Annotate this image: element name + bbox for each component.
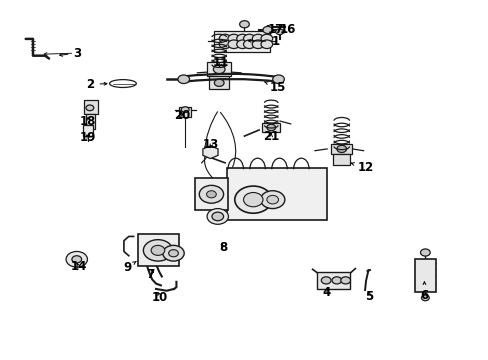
Circle shape [243,193,263,207]
Circle shape [236,34,248,43]
Circle shape [236,40,248,49]
Circle shape [219,40,230,49]
Circle shape [199,185,223,203]
Circle shape [214,79,224,86]
Circle shape [261,34,272,43]
Bar [214,31,270,52]
Text: 15: 15 [264,81,285,94]
Circle shape [143,240,172,261]
Text: 12: 12 [351,161,373,174]
Circle shape [163,246,184,261]
Bar [84,100,98,114]
Text: 18: 18 [80,114,96,127]
Bar [86,114,95,129]
Text: 2: 2 [86,78,107,91]
Circle shape [72,256,81,263]
Circle shape [266,195,278,204]
Circle shape [168,249,178,257]
Circle shape [252,34,264,43]
Circle shape [206,208,228,224]
Circle shape [234,186,271,213]
Circle shape [219,34,230,43]
Circle shape [260,191,285,208]
Circle shape [272,75,284,84]
Text: 8: 8 [219,241,227,255]
Bar [262,123,280,132]
Text: 3: 3 [60,47,81,60]
Circle shape [211,212,223,221]
Circle shape [331,277,341,284]
Text: 14: 14 [70,260,87,273]
Text: 11: 11 [212,56,229,69]
Circle shape [181,107,189,112]
Circle shape [239,21,249,28]
Circle shape [178,75,189,84]
Circle shape [420,249,429,256]
Bar [227,168,326,220]
Circle shape [213,65,224,73]
Circle shape [227,34,239,43]
Bar [414,259,435,292]
Text: 5: 5 [365,289,372,303]
Circle shape [421,295,428,301]
Circle shape [243,34,255,43]
Circle shape [340,277,350,284]
Text: 16: 16 [279,23,295,36]
Bar [137,234,179,266]
Circle shape [206,191,216,198]
Bar [332,154,350,165]
Polygon shape [203,146,218,158]
Circle shape [261,40,272,49]
Text: 4: 4 [322,286,330,299]
Circle shape [227,40,239,49]
Circle shape [252,40,264,49]
Bar [317,272,350,289]
Text: 21: 21 [263,130,279,143]
Bar [330,144,352,154]
Circle shape [321,277,330,284]
Circle shape [336,145,346,153]
Circle shape [266,124,275,131]
Text: 20: 20 [174,109,190,122]
Bar [209,76,228,89]
Bar [83,125,93,136]
Text: 7: 7 [146,268,154,281]
Bar [179,107,191,117]
Bar [195,178,227,210]
Circle shape [275,29,283,35]
Bar [206,62,231,76]
Circle shape [263,26,272,33]
Circle shape [151,246,164,255]
Text: 6: 6 [420,282,428,302]
Circle shape [86,105,94,111]
Text: 1: 1 [248,35,279,48]
Text: 17: 17 [267,23,284,36]
Text: 13: 13 [203,139,219,152]
Text: 19: 19 [80,131,96,144]
Circle shape [243,40,255,49]
Text: 10: 10 [152,291,168,304]
Circle shape [66,251,87,267]
Text: 9: 9 [122,261,136,274]
